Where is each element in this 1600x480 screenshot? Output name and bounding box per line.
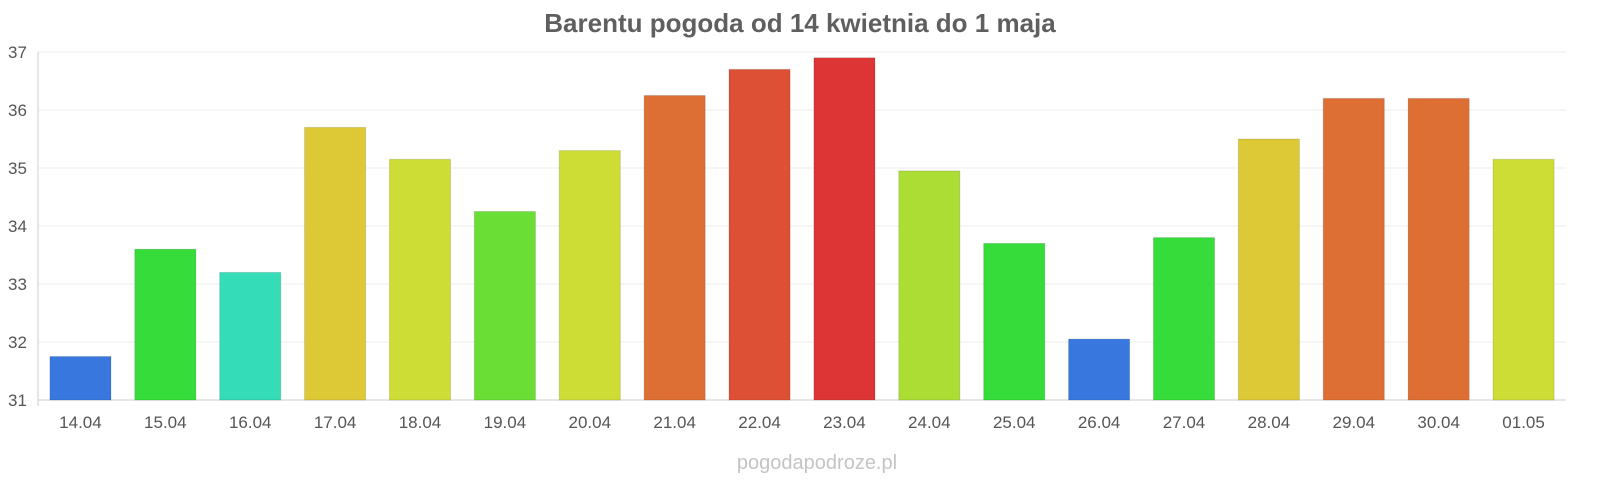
x-tick-label: 19.04	[484, 413, 527, 432]
bar-30-04	[1407, 97, 1470, 401]
bar-18-04	[388, 158, 452, 401]
watermark: pogodapodroze.pl	[737, 452, 897, 474]
bar-15-04	[134, 248, 197, 401]
bar-26-04	[1068, 338, 1131, 401]
x-tick-label: 20.04	[569, 413, 612, 432]
bars	[49, 57, 1555, 401]
y-tick-labels: 31 32 33 34 35 36 37	[8, 43, 27, 410]
x-tick-label: 15.04	[144, 413, 187, 432]
bar-14-04	[49, 356, 112, 401]
bar-21-04	[643, 95, 706, 401]
x-tick-label: 23.04	[823, 413, 866, 432]
x-tick-label: 30.04	[1417, 413, 1460, 432]
x-tick-label: 25.04	[993, 413, 1036, 432]
x-tick-label: 28.04	[1248, 413, 1291, 432]
bar-16-04	[219, 271, 282, 401]
bar-17-04	[304, 126, 367, 401]
bar-19-04	[473, 211, 536, 401]
y-tick-label: 37	[8, 43, 27, 62]
x-tick-label: 21.04	[653, 413, 696, 432]
y-tick-label: 33	[8, 275, 27, 294]
bar-01-05	[1492, 158, 1555, 401]
x-tick-label: 22.04	[738, 413, 781, 432]
grid-lines	[38, 51, 1566, 343]
chart-title: Barentu pogoda od 14 kwietnia do 1 maja	[544, 8, 1056, 38]
x-tick-label: 24.04	[908, 413, 951, 432]
x-tick-labels: 14.04 15.04 16.04 17.04 18.04 19.04 20.04 21.04…	[59, 413, 1545, 432]
bar-22-04	[728, 68, 791, 401]
y-tick-label: 36	[8, 101, 27, 120]
x-tick-label: 16.04	[229, 413, 272, 432]
x-tick-label: 18.04	[399, 413, 442, 432]
x-tick-label: 27.04	[1163, 413, 1206, 432]
axes	[37, 52, 1566, 406]
y-tick-label: 32	[8, 333, 27, 352]
x-tick-label: 29.04	[1333, 413, 1376, 432]
bar-20-04	[558, 150, 621, 401]
bar-28-04	[1237, 138, 1300, 401]
y-tick-label: 34	[8, 217, 27, 236]
y-tick-label: 31	[8, 391, 27, 410]
bar-23-04	[813, 57, 876, 401]
y-tick-label: 35	[8, 159, 27, 178]
x-tick-label: 01.05	[1502, 413, 1545, 432]
x-tick-label: 26.04	[1078, 413, 1121, 432]
bar-27-04	[1152, 237, 1216, 401]
bar-24-04	[898, 170, 961, 401]
x-tick-label: 17.04	[314, 413, 357, 432]
x-tick-label: 14.04	[59, 413, 102, 432]
bar-25-04	[983, 242, 1046, 401]
bar-29-04	[1322, 97, 1385, 401]
